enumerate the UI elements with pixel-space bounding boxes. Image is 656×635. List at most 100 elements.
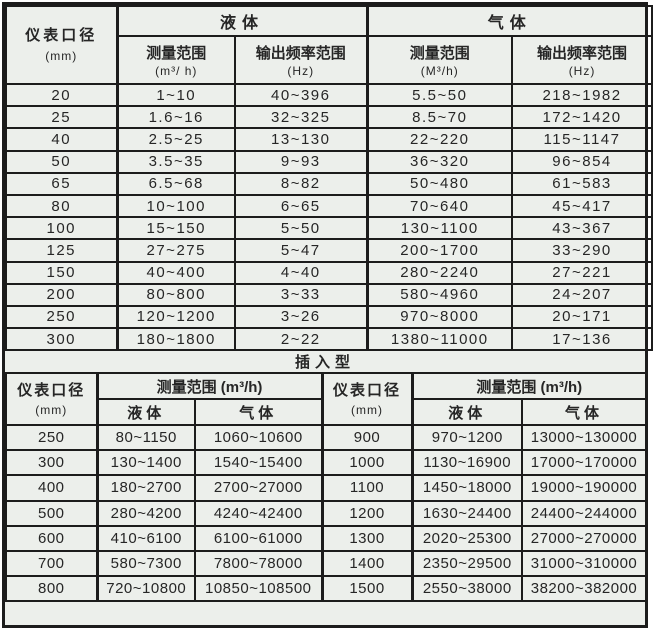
liquid-range-cell: 1~10: [116, 82, 236, 108]
right-dn-cell: 1200: [321, 499, 414, 527]
table-row: 800 720~10800 10850~108500 1500 2550~38000 38…: [5, 574, 648, 602]
table-row: 300 180~1800 2~22 1380~11000 17~136: [5, 327, 654, 352]
right-gas-cell: 13000~130000: [521, 424, 648, 452]
gas-range-cell: 970~8000: [366, 304, 514, 330]
right-gas-cell: 19000~190000: [521, 474, 648, 502]
dn-cell: 25: [5, 105, 119, 130]
dn-cell: 80: [5, 193, 119, 219]
gas-subheader-right: 气体: [521, 398, 648, 427]
table-row: 80 10~100 6~65 70~640 45~417: [5, 193, 654, 219]
dn-cell: 150: [5, 260, 119, 285]
liquid-freq-cell: 3~26: [233, 304, 369, 330]
left-gas-cell: 1060~10600: [193, 424, 324, 452]
measure-range-header-left: 测量范围 (m³/h): [95, 372, 324, 401]
liquid-freq-cell: 3~33: [233, 282, 369, 307]
left-liquid-cell: 580~7300: [96, 549, 196, 577]
right-dn-cell: 900: [321, 424, 414, 452]
right-dn-cell: 1300: [321, 524, 414, 552]
dn-cell: 300: [5, 327, 119, 352]
right-liquid-cell: 1450~18000: [411, 474, 524, 502]
right-dn-cell: 1400: [321, 549, 414, 577]
gas-freq-range-header: 输出频率范围 (Hz): [511, 35, 654, 85]
liquid-group-header: 液体: [115, 5, 369, 37]
left-gas-cell: 2700~27000: [193, 474, 324, 502]
dn-cell: 250: [5, 304, 119, 330]
liquid-freq-cell: 13~130: [233, 127, 369, 152]
gas-range-cell: 5.5~50: [366, 82, 514, 108]
table-row: 250 80~1150 1060~10600 900 970~1200 13000~130…: [5, 424, 648, 452]
gas-freq-unit: (Hz): [568, 64, 596, 78]
gas-freq-cell: 61~583: [511, 171, 654, 196]
right-liquid-cell: 1630~24400: [411, 499, 524, 527]
right-liquid-cell: 970~1200: [411, 424, 524, 452]
left-liquid-cell: 80~1150: [96, 424, 196, 452]
right-dn-cell: 1000: [321, 449, 414, 477]
left-dn-cell: 600: [5, 524, 99, 552]
gas-freq-cell: 115~1147: [511, 127, 654, 152]
right-liquid-cell: 2550~38000: [411, 574, 524, 602]
liquid-subheader-left: 液体: [96, 398, 196, 427]
diameter-unit-label: (mm): [45, 48, 78, 63]
liquid-freq-cell: 8~82: [233, 171, 369, 196]
table-row: 20 1~10 40~396 5.5~50 218~1982: [5, 82, 654, 108]
dn-cell: 100: [5, 216, 119, 241]
liquid-freq-cell: 6~65: [233, 193, 369, 219]
table-row: 25 1.6~16 32~325 8.5~70 172~1420: [5, 105, 654, 130]
liquid-freq-cell: 40~396: [233, 82, 369, 108]
diameter-column-header-right: 仪表口径 (mm): [321, 372, 414, 427]
dn-cell: 40: [5, 127, 119, 152]
gas-group-header: 气体: [366, 5, 654, 37]
liquid-range-cell: 180~1800: [116, 327, 236, 352]
left-liquid-cell: 720~10800: [96, 574, 196, 602]
liquid-freq-cell: 2~22: [233, 327, 369, 352]
left-liquid-cell: 280~4200: [96, 499, 196, 527]
gas-measure-range-header: 测量范围 (M³/h): [366, 35, 514, 85]
liquid-freq-cell: 4~40: [233, 260, 369, 285]
dn-cell: 20: [5, 82, 119, 108]
right-liquid-cell: 2350~29500: [411, 549, 524, 577]
right-gas-cell: 24400~244000: [521, 499, 648, 527]
liquid-measure-unit: (m³/ h): [155, 64, 198, 78]
right-liquid-cell: 1130~16900: [411, 449, 524, 477]
liquid-freq-cell: 9~93: [233, 149, 369, 174]
header-row-subcolumns: 液体 气体 液体 气体: [6, 398, 648, 427]
gas-freq-cell: 43~367: [511, 216, 654, 241]
gas-freq-cell: 45~417: [511, 193, 654, 219]
right-gas-cell: 38200~382000: [521, 574, 648, 602]
insertion-range-table: 仪表口径 (mm) 测量范围 (m³/h) 仪表口径 (mm) 测量范围 (m³…: [5, 372, 648, 602]
liquid-freq-cell: 32~325: [233, 105, 369, 130]
left-gas-cell: 1540~15400: [193, 449, 324, 477]
left-dn-cell: 300: [5, 449, 99, 477]
table-row: 300 130~1400 1540~15400 1000 1130~16900 17000…: [5, 449, 648, 477]
left-dn-cell: 250: [5, 424, 99, 452]
gas-subheader-left: 气体: [193, 398, 324, 427]
table-row: 700 580~7300 7800~78000 1400 2350~29500 31000…: [5, 549, 648, 577]
gas-freq-cell: 17~136: [511, 327, 654, 352]
gas-freq-cell: 96~854: [511, 149, 654, 174]
table-row: 125 27~275 5~47 200~1700 33~290: [5, 238, 654, 263]
right-gas-cell: 27000~270000: [521, 524, 648, 552]
liquid-range-cell: 3.5~35: [116, 149, 236, 174]
gas-measure-unit: (M³/h): [420, 64, 459, 78]
table-row: 200 80~800 3~33 580~4960 24~207: [5, 282, 654, 307]
liquid-freq-cell: 5~50: [233, 216, 369, 241]
liquid-range-cell: 2.5~25: [116, 127, 236, 152]
left-liquid-cell: 180~2700: [96, 474, 196, 502]
insertion-type-section-title: 插入型: [294, 354, 355, 372]
left-gas-cell: 4240~42400: [193, 499, 324, 527]
gas-freq-cell: 33~290: [511, 238, 654, 263]
liquid-range-cell: 6.5~68: [116, 171, 236, 196]
liquid-range-cell: 80~800: [116, 282, 236, 307]
liquid-measure-range-header: 测量范围 (m³/ h): [116, 35, 236, 85]
left-dn-cell: 400: [5, 474, 99, 502]
table-row: 600 410~6100 6100~61000 1300 2020~25300 27000…: [5, 524, 648, 552]
gas-range-cell: 70~640: [366, 193, 514, 219]
table-row: 500 280~4200 4240~42400 1200 1630~24400 24400…: [5, 499, 648, 527]
liquid-range-cell: 27~275: [116, 238, 236, 263]
header-row-subcolumns: 测量范围 (m³/ h) 输出频率范围 (Hz) 测量范围 (M³/h) 输出频…: [6, 35, 654, 85]
dn-cell: 125: [5, 238, 119, 263]
liquid-freq-unit: (Hz): [287, 64, 315, 78]
gas-range-cell: 50~480: [366, 171, 514, 196]
diameter-column-header: 仪表口径 (mm): [5, 5, 119, 85]
left-dn-cell: 700: [5, 549, 99, 577]
